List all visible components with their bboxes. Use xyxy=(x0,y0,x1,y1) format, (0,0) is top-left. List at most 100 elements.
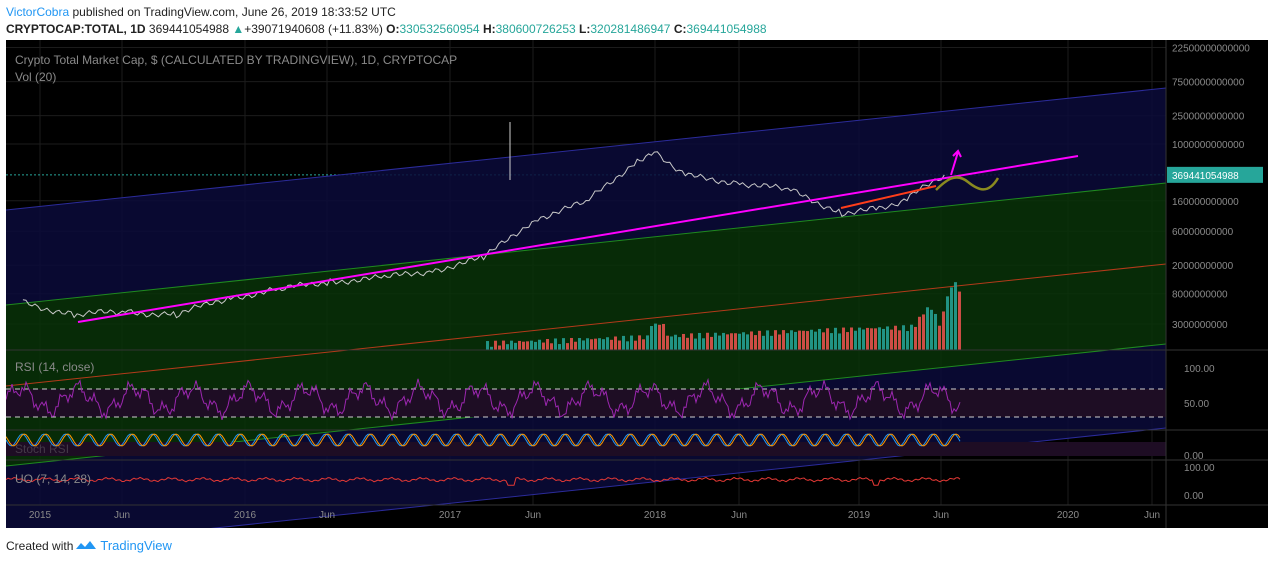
symbol-header: CRYPTOCAP:TOTAL, 1D 369441054988 ▲+39071… xyxy=(6,22,767,36)
volume-bar xyxy=(798,330,801,350)
low-label: L: xyxy=(579,22,591,36)
volume-bar xyxy=(694,338,697,350)
volume-bar xyxy=(734,333,737,350)
volume-bar xyxy=(930,309,933,350)
low-value: 320281486947 xyxy=(590,22,671,36)
stoch-label: Stoch RSI xyxy=(15,442,69,456)
volume-bar xyxy=(686,337,689,350)
volume-bar xyxy=(498,345,501,350)
drawing-annotations xyxy=(77,122,1079,323)
channel-upper-green xyxy=(6,183,1166,386)
y-tick-label: 7500000000000 xyxy=(1172,78,1245,89)
volume-bar xyxy=(578,338,581,350)
y-tick-label: 2500000000000 xyxy=(1172,112,1245,123)
volume-bar xyxy=(958,291,961,350)
volume-bar xyxy=(762,335,765,350)
rsi-tick-label: 100.00 xyxy=(1184,364,1215,375)
volume-bar xyxy=(666,335,669,350)
volume-bar xyxy=(778,334,781,350)
high-label: H: xyxy=(482,22,496,36)
volume-bar xyxy=(874,328,877,350)
volume-bar xyxy=(562,338,565,350)
last-price-tag xyxy=(1167,166,1263,183)
volume-bar xyxy=(910,324,913,350)
volume-bar xyxy=(770,335,773,350)
volume-bar xyxy=(794,331,797,350)
volume-bar xyxy=(558,344,561,350)
chart-canvas[interactable]: 2015 Jun 2016 Jun 2017 Jun 2018 Jun 2019 Jun 2020 J… xyxy=(6,40,1268,528)
volume-bar xyxy=(682,333,685,350)
close-label: C: xyxy=(673,22,687,36)
tradingview-link[interactable]: TradingView xyxy=(100,538,172,553)
volume-bar xyxy=(858,327,861,350)
volume-bar xyxy=(630,335,633,350)
volume-bar xyxy=(582,340,585,350)
volume-bar xyxy=(914,326,917,350)
volume-bar xyxy=(606,337,609,350)
volume-bar xyxy=(806,331,809,350)
y-tick-label: 160000000000 xyxy=(1172,197,1239,208)
volume-bar xyxy=(490,346,493,350)
change-value: +39071940608 (+11.83%) xyxy=(244,22,383,36)
red-trend-segment xyxy=(840,185,937,209)
volume-bar xyxy=(642,339,645,350)
volume-bar xyxy=(758,330,761,350)
volume-bar xyxy=(530,340,533,350)
volume-bar xyxy=(690,333,693,350)
y-tick-label: 60000000000 xyxy=(1172,227,1234,238)
x-tick-label: Jun xyxy=(319,510,335,521)
volume-bar xyxy=(698,332,701,350)
price-series xyxy=(22,151,945,319)
magenta-trendline xyxy=(77,155,1079,323)
volume-bar xyxy=(766,330,769,350)
x-tick-label: Jun xyxy=(933,510,949,521)
volume-bar xyxy=(706,332,709,350)
volume-bar xyxy=(818,328,821,350)
volume-bar xyxy=(566,343,569,350)
author-link[interactable]: VictorCobra xyxy=(6,5,70,19)
arrow-head-icon xyxy=(952,149,962,158)
channel-line xyxy=(6,182,1167,306)
created-with: Created with xyxy=(6,539,74,553)
volume-bar xyxy=(522,341,525,350)
publish-header: VictorCobra published on TradingView.com… xyxy=(6,5,396,19)
volume-bar xyxy=(934,313,937,350)
volume-bar xyxy=(890,329,893,350)
volume-bar xyxy=(926,307,929,350)
volume-bar xyxy=(514,342,517,350)
volume-bar xyxy=(614,336,617,350)
volume-bar xyxy=(534,341,537,350)
volume-bar xyxy=(574,341,577,350)
volume-bar xyxy=(730,333,733,350)
volume-bar xyxy=(526,341,529,350)
volume-bar xyxy=(598,338,601,350)
volume-bar xyxy=(638,335,641,350)
volume-bar xyxy=(946,296,949,350)
vol-label: Vol (20) xyxy=(15,70,56,84)
x-tick-label: Jun xyxy=(731,510,747,521)
volume-bar xyxy=(650,326,653,350)
volume-bar xyxy=(710,336,713,350)
y-tick-label: 3000000000 xyxy=(1172,320,1228,331)
volume-bar xyxy=(950,287,953,350)
volume-bar xyxy=(538,339,541,350)
volume-bar xyxy=(954,282,957,350)
volume-bar xyxy=(774,330,777,350)
high-value: 380600726253 xyxy=(495,22,576,36)
y-tick-label: 20000000000 xyxy=(1172,261,1234,272)
volume-bar xyxy=(894,325,897,350)
rsi-label: RSI (14, close) xyxy=(15,360,94,374)
volume-bar xyxy=(486,341,489,350)
volume-bar xyxy=(850,327,853,350)
volume-bar xyxy=(814,331,817,350)
volume-bar xyxy=(822,332,825,350)
volume-bar xyxy=(918,316,921,350)
x-tick-label: 2018 xyxy=(644,510,667,521)
volume-bar xyxy=(554,338,557,350)
volume-bar xyxy=(922,314,925,350)
volume-bar xyxy=(570,337,573,350)
volume-bar xyxy=(646,335,649,350)
volume-bar xyxy=(854,330,857,350)
volume-bar xyxy=(722,332,725,350)
footer: Created with TradingView xyxy=(6,538,172,554)
